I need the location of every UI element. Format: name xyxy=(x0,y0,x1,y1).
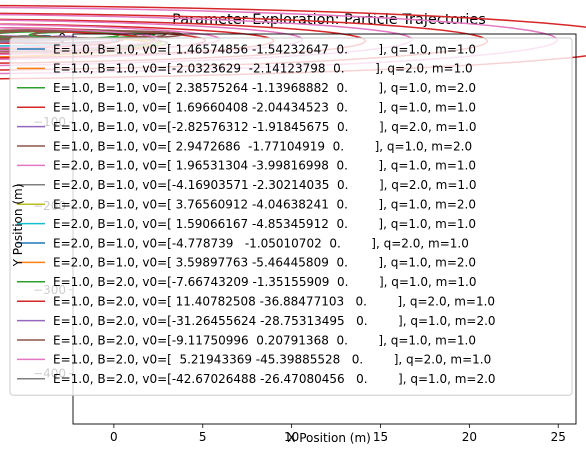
legend-entry: E=1.0, B=1.0, v0=[ 1.46574856 -1.5423264… xyxy=(53,42,476,56)
legend-entry: E=1.0, B=1.0, v0=[-2.0323629 -2.14123798… xyxy=(53,62,473,76)
legend-entry: E=2.0, B=1.0, v0=[ 3.59897763 -5.4644580… xyxy=(53,256,476,270)
trajectory-line xyxy=(0,6,558,75)
legend: E=1.0, B=1.0, v0=[ 1.46574856 -1.5423264… xyxy=(9,37,573,396)
x-tick-label: 0 xyxy=(110,430,118,444)
x-tick-label: 15 xyxy=(373,430,388,444)
legend-entry: E=2.0, B=1.0, v0=[ 1.96531304 -3.9981699… xyxy=(53,159,476,173)
legend-entry: E=1.0, B=1.0, v0=[ 1.69660408 -2.0443452… xyxy=(53,101,476,115)
x-axis-title: X Position (m) xyxy=(287,431,371,445)
legend-entry: E=1.0, B=2.0, v0=[-31.26455624 -28.75313… xyxy=(53,314,496,328)
legend-entry: E=2.0, B=1.0, v0=[-4.16903571 -2.3021403… xyxy=(53,178,476,192)
legend-entry: E=2.0, B=1.0, v0=[ 1.59066167 -4.8534591… xyxy=(53,217,476,231)
trajectory-line xyxy=(0,28,184,41)
legend-entry: E=1.0, B=1.0, v0=[-2.82576312 -1.9184567… xyxy=(53,120,476,134)
legend-entry: E=1.0, B=2.0, v0=[ 11.40782508 -36.88477… xyxy=(53,295,495,309)
legend-entry: E=1.0, B=2.0, v0=[-7.66743209 -1.3515590… xyxy=(53,275,476,289)
x-tick-label: 20 xyxy=(462,430,477,444)
legend-entry: E=1.0, B=2.0, v0=[ 5.21943369 -45.398855… xyxy=(53,353,491,367)
legend-entry: E=1.0, B=2.0, v0=[-9.11750996 0.20791368… xyxy=(53,333,476,347)
y-axis-title: Y Position (m) xyxy=(11,184,25,268)
chart-title: Parameter Exploration: Particle Trajecto… xyxy=(172,12,486,28)
legend-entry: E=2.0, B=1.0, v0=[-4.778739 -1.05010702 … xyxy=(53,236,469,250)
x-tick-label: 5 xyxy=(199,430,207,444)
legend-entry: E=1.0, B=1.0, v0=[ 2.38575264 -1.1396888… xyxy=(53,81,476,95)
trajectory-line xyxy=(0,35,114,40)
x-tick-label: 10 xyxy=(284,430,299,444)
legend-entry: E=2.0, B=1.0, v0=[ 3.76560912 -4.0463824… xyxy=(53,198,476,212)
legend-box xyxy=(9,37,573,396)
legend-entry: E=1.0, B=2.0, v0=[-42.67026488 -26.47080… xyxy=(53,372,496,386)
trajectory-line xyxy=(0,30,156,41)
x-tick-label: 25 xyxy=(551,430,566,444)
legend-entry: E=1.0, B=1.0, v0=[ 2.9472686 -1.77104919… xyxy=(53,139,472,153)
